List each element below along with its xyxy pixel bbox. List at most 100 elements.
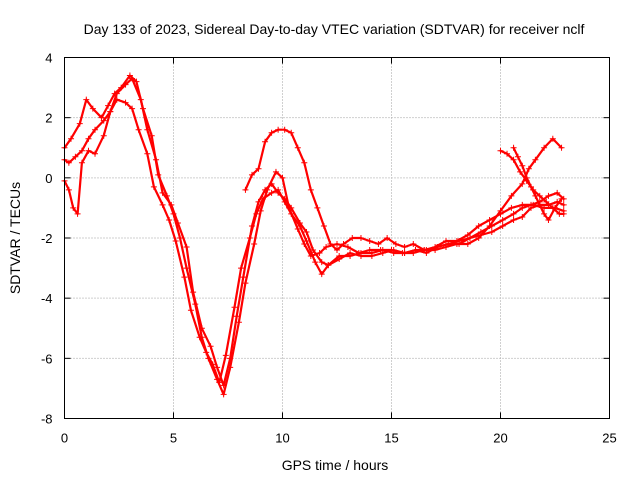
data-point xyxy=(159,201,166,208)
data-point xyxy=(464,241,471,248)
data-point xyxy=(92,150,99,157)
data-point xyxy=(528,183,535,190)
data-point xyxy=(275,126,282,133)
data-point xyxy=(214,364,221,371)
data-point xyxy=(268,189,275,196)
data-point xyxy=(519,180,526,187)
data-point xyxy=(190,289,197,296)
data-point xyxy=(281,126,288,133)
data-point xyxy=(307,186,314,193)
data-point xyxy=(296,219,303,226)
data-point xyxy=(560,201,567,208)
data-point xyxy=(466,235,473,241)
x-axis-label: GPS time / hours xyxy=(282,457,389,473)
data-point xyxy=(203,349,210,356)
data-point xyxy=(268,129,275,136)
data-point xyxy=(83,96,90,103)
data-point xyxy=(242,186,249,193)
data-point xyxy=(301,241,308,248)
data-point xyxy=(554,189,561,196)
data-point xyxy=(318,259,325,266)
plot-grid xyxy=(64,57,610,419)
series-6 xyxy=(510,144,565,223)
y-tick-label: 4 xyxy=(45,51,52,66)
data-point xyxy=(294,144,301,151)
data-point xyxy=(65,186,72,193)
data-point xyxy=(401,250,408,257)
data-point xyxy=(255,198,262,205)
data-point xyxy=(198,325,205,332)
series-trace xyxy=(63,98,565,384)
data-point xyxy=(475,235,482,241)
data-point xyxy=(412,247,419,254)
data-point xyxy=(196,334,203,341)
data-point xyxy=(536,201,543,208)
data-point xyxy=(301,159,308,166)
data-point xyxy=(523,174,530,181)
data-point xyxy=(76,120,83,127)
data-point xyxy=(98,114,105,121)
data-point xyxy=(508,204,515,211)
data-point xyxy=(375,241,382,248)
data-point xyxy=(340,241,347,248)
x-tick-label: 5 xyxy=(170,431,177,446)
data-point xyxy=(357,235,364,241)
data-point xyxy=(514,153,521,160)
data-point xyxy=(181,274,188,281)
data-point xyxy=(510,156,517,163)
axis-ticks xyxy=(64,57,610,419)
data-point xyxy=(231,304,238,311)
data-point xyxy=(379,250,386,257)
data-point xyxy=(85,135,92,142)
data-point xyxy=(325,262,332,269)
data-point xyxy=(72,153,79,160)
data-point xyxy=(216,379,223,386)
data-point xyxy=(519,213,526,220)
data-point xyxy=(486,222,493,229)
data-point xyxy=(368,253,375,260)
data-point xyxy=(74,210,81,217)
series-2 xyxy=(61,96,567,386)
data-point xyxy=(70,204,77,211)
data-point xyxy=(541,144,548,151)
data-point xyxy=(122,81,129,88)
data-point xyxy=(68,135,75,142)
data-point xyxy=(532,156,539,163)
series-4 xyxy=(242,126,565,254)
data-point xyxy=(272,168,279,175)
data-point xyxy=(421,247,428,254)
data-point xyxy=(144,150,151,157)
data-point xyxy=(65,159,72,166)
data-point xyxy=(384,235,391,241)
data-point xyxy=(310,247,317,254)
data-point xyxy=(209,361,216,368)
data-point xyxy=(443,238,449,245)
series-1 xyxy=(61,72,567,398)
data-point xyxy=(392,241,399,248)
y-tick-label: 2 xyxy=(45,111,52,126)
data-point xyxy=(519,162,526,169)
data-point xyxy=(159,189,166,196)
data-point xyxy=(78,147,85,154)
data-point xyxy=(122,99,129,106)
data-point xyxy=(488,228,495,235)
y-tick-label: 0 xyxy=(45,171,52,186)
data-point xyxy=(177,235,184,241)
data-point xyxy=(153,156,160,163)
data-point xyxy=(288,204,295,211)
data-point xyxy=(510,216,517,223)
data-point xyxy=(255,165,262,172)
data-point xyxy=(323,244,330,251)
data-point xyxy=(248,171,255,178)
data-point xyxy=(316,250,323,257)
data-point xyxy=(327,241,334,248)
data-point xyxy=(251,241,258,248)
data-point xyxy=(410,241,417,248)
data-layer xyxy=(61,72,567,398)
data-point xyxy=(543,198,550,205)
data-point xyxy=(233,313,240,320)
data-point xyxy=(220,382,227,389)
tick-labels: 0 5 10 15 20 25 -8 -6 -4 -2 0 2 4 xyxy=(41,51,617,446)
data-point xyxy=(349,235,356,241)
x-tick-label: 0 xyxy=(61,431,68,446)
